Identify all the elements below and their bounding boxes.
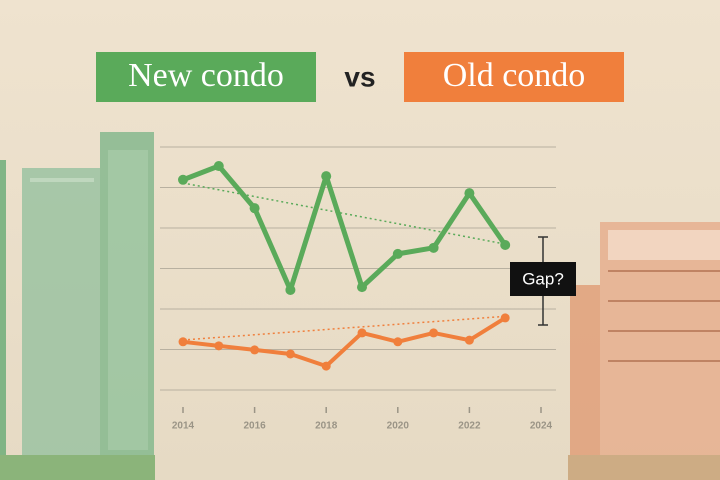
left-buildings [0, 132, 155, 480]
series-line [180, 163, 508, 293]
x-tick-label: 2018 [315, 421, 338, 432]
x-tick-label: 2016 [243, 421, 266, 432]
point [464, 335, 474, 345]
right-building [568, 222, 720, 480]
x-tick-label: 2014 [172, 421, 195, 432]
old-condo-title: Old condo [443, 57, 586, 94]
gap-box [510, 262, 576, 296]
new-trend [182, 182, 511, 246]
point [285, 349, 295, 359]
point [429, 328, 439, 338]
point [178, 174, 188, 185]
point [357, 328, 367, 338]
point [321, 361, 331, 371]
point [249, 203, 260, 214]
point [464, 188, 475, 199]
gap-label: Gap? [522, 269, 564, 288]
point [428, 242, 439, 253]
point [250, 345, 260, 355]
point [500, 240, 511, 251]
vs-text: vs [344, 61, 375, 92]
old-condo-box [404, 52, 624, 102]
x-tick-label: 2020 [387, 421, 410, 432]
point [213, 161, 224, 172]
series-line [181, 315, 508, 369]
point [214, 341, 224, 351]
x-tick-label: 2022 [458, 421, 481, 432]
new-condo-box [96, 52, 316, 102]
point [392, 248, 403, 259]
x-tick-label: 2024 [530, 421, 553, 432]
point [321, 171, 332, 182]
point [393, 337, 403, 347]
point [500, 313, 510, 323]
point [357, 282, 367, 293]
point [178, 337, 188, 347]
point [285, 284, 296, 295]
new-condo-title: New condo [128, 57, 284, 94]
